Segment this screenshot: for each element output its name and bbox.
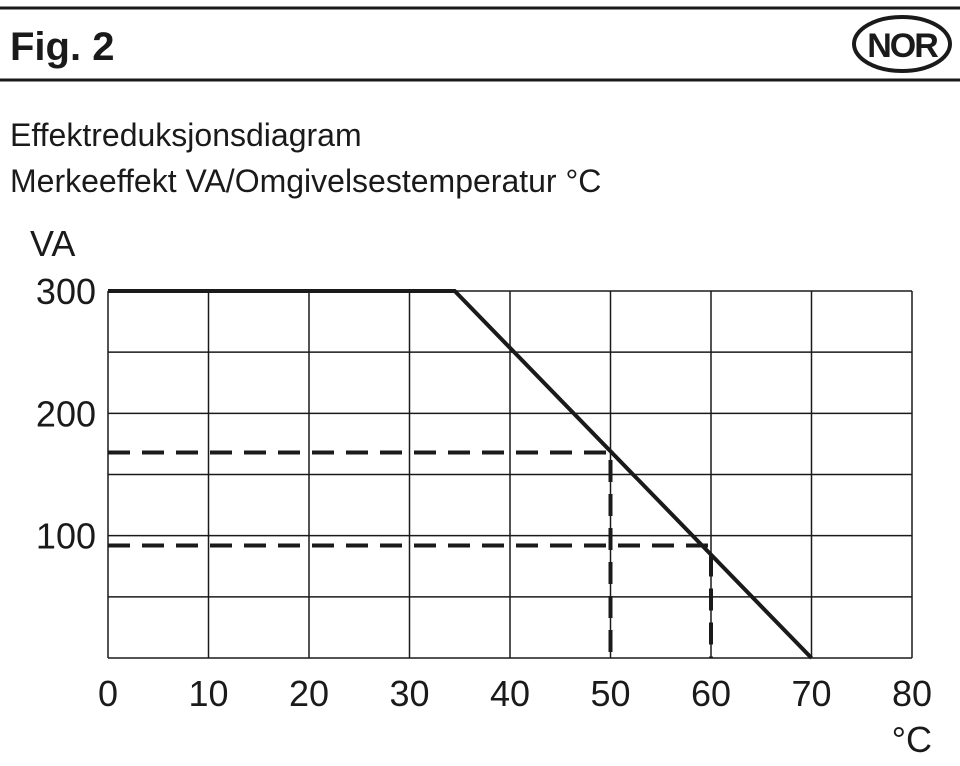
x-tick-label: 30 [389,673,429,714]
reference-line [108,450,613,658]
y-axis-label: VA [30,223,75,264]
figure-label: Fig. 2 [10,25,114,69]
x-tick-label: 10 [188,673,228,714]
x-tick-label: 60 [691,673,731,714]
badge-oval [852,15,952,73]
x-tick-label: 80 [892,673,932,714]
x-tick-label: 20 [289,673,329,714]
chart-subtitle: Merkeeffekt VA/Omgivelsestemperatur °C [10,163,601,199]
data-line [108,289,813,660]
y-tick-label: 200 [36,393,96,434]
y-tick-label: 100 [36,516,96,557]
x-tick-label: 0 [98,673,118,714]
x-tick-label: 50 [590,673,630,714]
chart-title: Effektreduksjonsdiagram [10,117,362,153]
x-tick-label: 70 [791,673,831,714]
x-axis-label: °C [892,719,932,760]
badge: NOR [867,27,938,65]
x-tick-label: 40 [490,673,530,714]
y-tick-label: 300 [36,271,96,312]
